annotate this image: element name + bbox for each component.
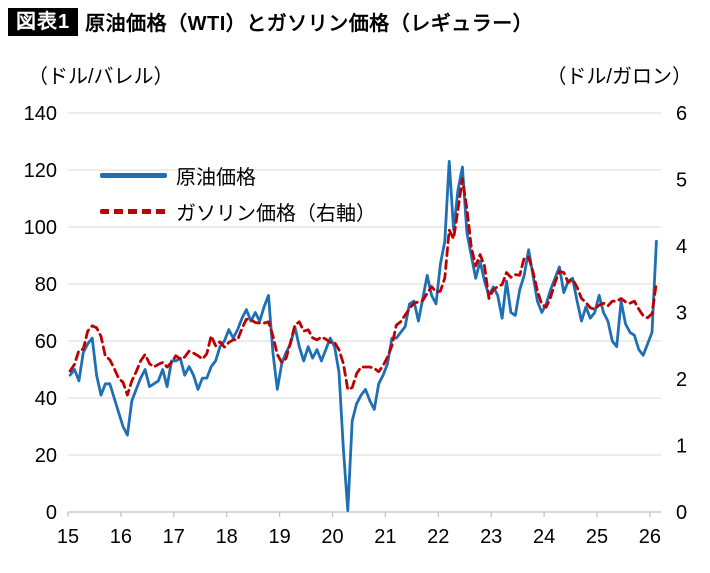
y-right-tick-label: 6: [676, 103, 687, 125]
x-tick-label: 16: [110, 526, 132, 548]
legend-item-crude-oil: 原油価格: [100, 157, 376, 193]
x-tick-label: 26: [639, 526, 661, 548]
y-right-tick-label: 1: [676, 436, 687, 458]
y-left-tick-label: 40: [35, 388, 57, 410]
y-left-tick-label: 0: [46, 502, 57, 524]
y-left-tick-label: 120: [24, 160, 57, 182]
legend-label-gasoline: ガソリン価格（右軸）: [176, 202, 376, 225]
y-left-tick-label: 140: [24, 103, 57, 125]
series-crude-oil-line: [68, 159, 658, 513]
crude-oil-line-swatch: [100, 172, 167, 178]
y-left-tick-label: 60: [35, 331, 57, 353]
right-axis-unit-label: （ドル/ガロン）: [546, 66, 692, 88]
figure-number-badge: 図表1: [8, 7, 79, 36]
x-tick-label: 17: [163, 526, 185, 548]
y-right-tick-label: 0: [676, 502, 687, 524]
x-tick-label: 20: [321, 526, 343, 548]
y-left-tick-label: 100: [24, 217, 57, 239]
series-gasoline-line: [68, 177, 658, 397]
y-right-tick-label: 4: [676, 236, 687, 258]
x-tick-label: 23: [480, 526, 502, 548]
chart-legend: 原油価格 ガソリン価格（右軸）: [100, 157, 376, 229]
y-left-tick-label: 20: [35, 445, 57, 467]
legend-item-gasoline: ガソリン価格（右軸）: [100, 193, 376, 229]
x-tick-label: 21: [374, 526, 396, 548]
y-right-tick-label: 3: [676, 303, 687, 325]
x-tick-label: 15: [57, 526, 79, 548]
figure-title: 原油価格（WTI）とガソリン価格（レギュラー）: [85, 13, 534, 35]
x-tick-label: 19: [268, 526, 290, 548]
x-tick-label: 18: [216, 526, 238, 548]
y-right-tick-label: 5: [676, 170, 687, 192]
left-axis-unit-label: （ドル/バレル）: [28, 66, 174, 88]
legend-label-crude-oil: 原油価格: [176, 166, 256, 189]
x-tick-label: 22: [427, 526, 449, 548]
y-left-tick-label: 80: [35, 274, 57, 296]
x-tick-label: 25: [586, 526, 608, 548]
y-right-tick-label: 2: [676, 369, 687, 391]
x-tick-label: 24: [533, 526, 555, 548]
figure-header: 図表1 原油価格（WTI）とガソリン価格（レギュラー）: [8, 7, 533, 36]
gasoline-line-swatch: [100, 208, 167, 214]
